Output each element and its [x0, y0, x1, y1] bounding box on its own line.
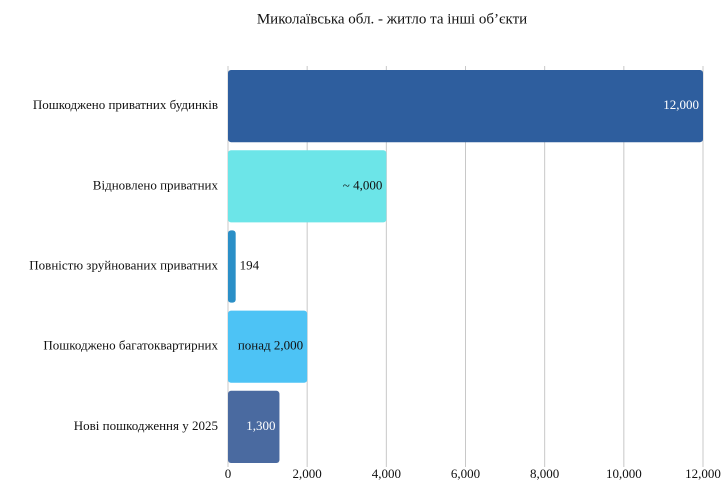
chart-title: Миколаївська обл. - житло та інші об’єкт… — [257, 11, 527, 27]
bar — [228, 310, 308, 383]
bar — [228, 390, 280, 463]
x-tick-label: 4,000 — [372, 466, 401, 481]
value-label: 12,000 — [663, 97, 699, 112]
value-label: 1,300 — [246, 418, 275, 433]
value-label: ~ 4,000 — [343, 177, 383, 192]
bar — [228, 150, 387, 223]
value-label: понад 2,000 — [238, 338, 303, 353]
y-tick-label: Нові пошкодження у 2025 — [74, 418, 218, 433]
bar — [228, 70, 703, 143]
bar — [228, 230, 236, 303]
y-tick-label: Повністю зруйнованих приватних — [29, 257, 218, 272]
x-tick-label: 10,000 — [606, 466, 642, 481]
x-tick-label: 0 — [225, 466, 232, 481]
y-tick-label: Відновлено приватних — [93, 177, 219, 192]
value-label: 194 — [240, 257, 260, 272]
x-tick-label: 8,000 — [530, 466, 559, 481]
x-tick-label: 2,000 — [293, 466, 322, 481]
x-tick-label: 12,000 — [685, 466, 721, 481]
y-tick-label: Пошкоджено приватних будинків — [33, 97, 218, 112]
x-tick-label: 6,000 — [451, 466, 480, 481]
y-tick-label: Пошкоджено багатоквартирних — [43, 338, 218, 353]
